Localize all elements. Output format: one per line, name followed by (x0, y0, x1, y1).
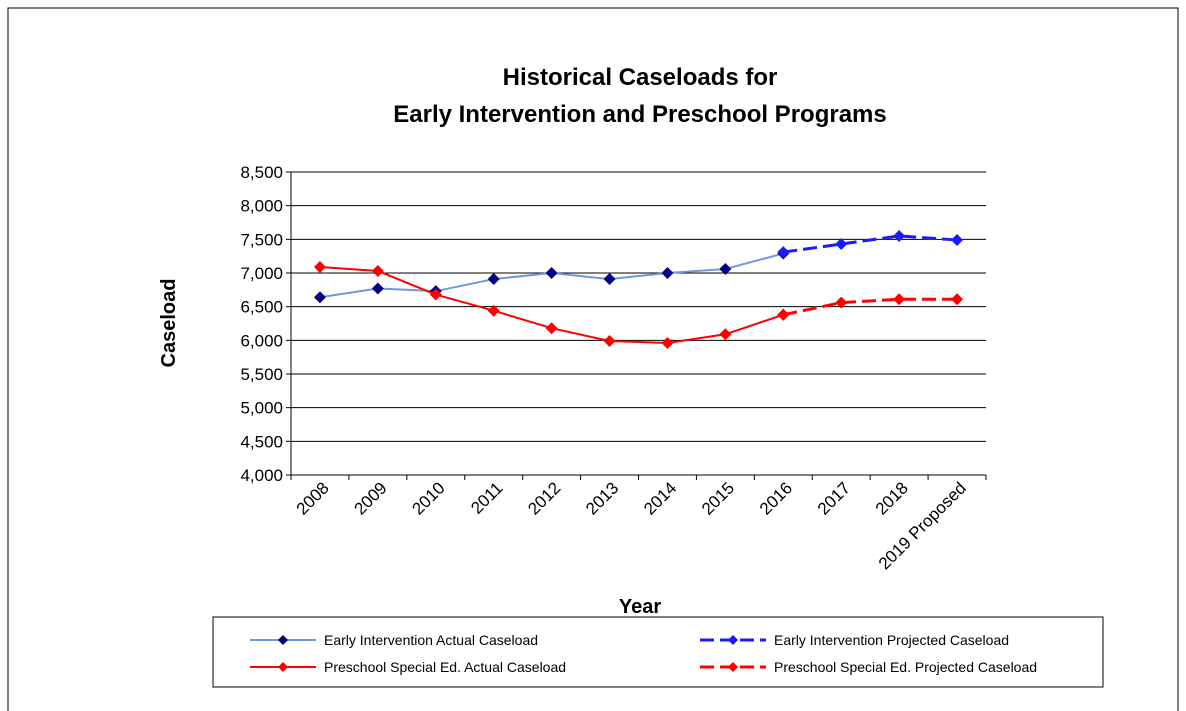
data-point (545, 322, 558, 335)
y-tick-label: 6,500 (240, 298, 283, 317)
data-point (603, 273, 616, 286)
data-point (661, 267, 674, 279)
data-point (719, 262, 732, 275)
series-line (783, 234, 958, 254)
data-point (313, 291, 326, 304)
legend-label: Early Intervention Actual Caseload (324, 632, 538, 648)
chart-border (7, 7, 1179, 711)
data-point (603, 335, 616, 348)
y-tick-label: 8,500 (240, 163, 283, 182)
data-point (893, 293, 906, 306)
data-point (951, 293, 964, 306)
data-point (487, 273, 500, 286)
legend-marker (728, 662, 738, 672)
y-tick-label: 7,000 (240, 264, 283, 283)
data-point (777, 308, 790, 321)
series-line (782, 297, 958, 317)
data-point (719, 328, 732, 341)
y-tick-label: 5,000 (240, 399, 283, 418)
data-point (371, 282, 384, 295)
data-point (661, 337, 674, 350)
legend-label: Early Intervention Projected Caseload (774, 632, 1009, 648)
data-point (835, 238, 848, 251)
data-point (487, 304, 500, 317)
legend-box (212, 616, 1104, 688)
y-tick-label: 5,500 (240, 365, 283, 384)
data-point (835, 296, 848, 309)
data-point (893, 229, 906, 242)
data-point (777, 246, 790, 259)
y-tick-label: 6,000 (240, 331, 283, 350)
y-tick-label: 7,500 (240, 230, 283, 249)
y-axis-title: Caseload (158, 279, 180, 368)
data-point (371, 264, 384, 277)
legend-marker (278, 662, 288, 672)
data-point (429, 288, 442, 301)
legend-label: Preschool Special Ed. Actual Caseload (324, 659, 566, 675)
y-tick-label: 4,000 (240, 466, 283, 485)
chart-title: Historical Caseloads for (503, 64, 778, 91)
x-axis-title: Year (619, 596, 661, 618)
y-tick-label: 8,000 (240, 197, 283, 216)
legend-label: Preschool Special Ed. Projected Caseload (774, 659, 1037, 675)
data-point (545, 267, 558, 279)
legend-marker (728, 635, 738, 645)
data-point (951, 234, 964, 247)
legend-marker (278, 635, 288, 645)
chart-title: Early Intervention and Preschool Program… (393, 101, 886, 128)
data-point (313, 260, 326, 273)
y-tick-label: 4,500 (240, 432, 283, 451)
